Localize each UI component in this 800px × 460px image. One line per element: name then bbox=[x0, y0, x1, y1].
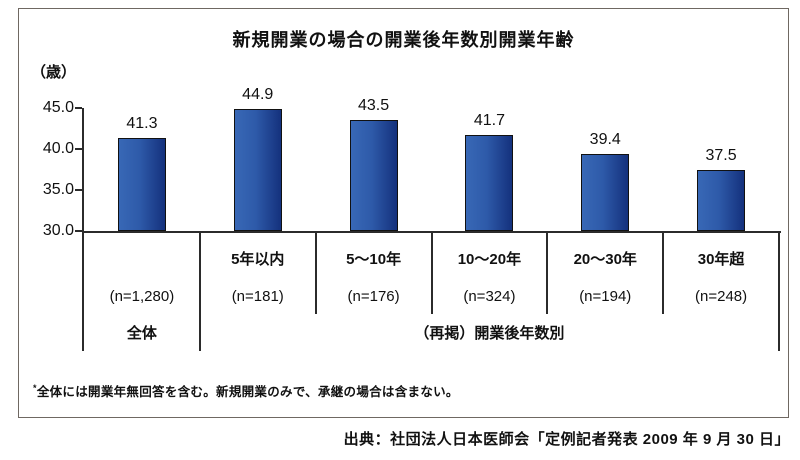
column-divider bbox=[662, 231, 665, 314]
footnote-asterisk: * bbox=[33, 382, 37, 393]
category-label: 30年超 bbox=[697, 251, 745, 268]
y-axis-tick bbox=[75, 107, 82, 109]
y-axis-tick bbox=[75, 148, 82, 150]
bar bbox=[349, 120, 398, 231]
bar-value-label: 41.7 bbox=[473, 112, 505, 130]
y-tick-label: 35.0 bbox=[42, 181, 74, 198]
bar-value-label: 44.9 bbox=[242, 85, 274, 103]
y-tick-label: 30.0 bbox=[42, 222, 74, 239]
bar bbox=[465, 135, 514, 231]
column-divider bbox=[314, 231, 317, 314]
y-tick-label: 45.0 bbox=[42, 99, 74, 116]
bar-value-label: 39.4 bbox=[589, 130, 621, 148]
sample-size-label: (n=194) bbox=[579, 288, 632, 305]
y-axis-line bbox=[82, 108, 84, 351]
category-label: 5～10年 bbox=[346, 251, 402, 268]
chart-title: 新規開業の場合の開業後年数別開業年齢 bbox=[232, 30, 575, 50]
sample-size-label: (n=248) bbox=[695, 288, 748, 305]
bar-value-label: 43.5 bbox=[358, 97, 390, 115]
footnote-text: 全体には開業年無回答を含む。新規開業のみで、承継の場合は含まない。 bbox=[36, 385, 459, 399]
bar-value-label: 41.3 bbox=[126, 115, 158, 133]
y-axis-unit-label: （歳） bbox=[31, 64, 77, 81]
y-axis-tick bbox=[75, 230, 82, 232]
source-citation: 出典：社団法人日本医師会「定例記者発表 2009 年 9 月 30 日」 bbox=[343, 431, 790, 448]
chart-box: 新規開業の場合の開業後年数別開業年齢 （歳） 30.0 35.0 40.0 45.0 4… bbox=[18, 8, 789, 418]
group-label-overall: 全体 bbox=[126, 325, 157, 342]
y-tick-label: 40.0 bbox=[42, 140, 74, 157]
group-label-by-years: （再掲）開業後年数別 bbox=[414, 325, 565, 342]
bar bbox=[697, 169, 746, 231]
category-label: 20～30年 bbox=[573, 251, 637, 268]
footnote: *全体には開業年無回答を含む。新規開業のみで、承継の場合は含まない。 bbox=[33, 381, 459, 400]
plot-area: 30.0 35.0 40.0 45.0 41.3 (n=1,280) 44.9 5年以内 (n=… bbox=[19, 9, 788, 417]
bar bbox=[233, 108, 282, 231]
sample-size-label: (n=181) bbox=[231, 288, 284, 305]
column-divider bbox=[546, 231, 549, 314]
sample-size-label: (n=324) bbox=[463, 288, 516, 305]
bar bbox=[581, 153, 630, 231]
bar bbox=[117, 138, 166, 231]
sample-size-label: (n=176) bbox=[347, 288, 400, 305]
plot-right-edge bbox=[778, 231, 780, 351]
sample-size-label: (n=1,280) bbox=[109, 288, 175, 305]
category-label: 5年以内 bbox=[231, 251, 285, 268]
column-divider bbox=[430, 231, 433, 314]
category-label: 10～20年 bbox=[457, 251, 522, 268]
column-divider bbox=[198, 231, 201, 351]
bar-value-label: 37.5 bbox=[705, 146, 737, 164]
y-axis-tick bbox=[75, 189, 82, 191]
